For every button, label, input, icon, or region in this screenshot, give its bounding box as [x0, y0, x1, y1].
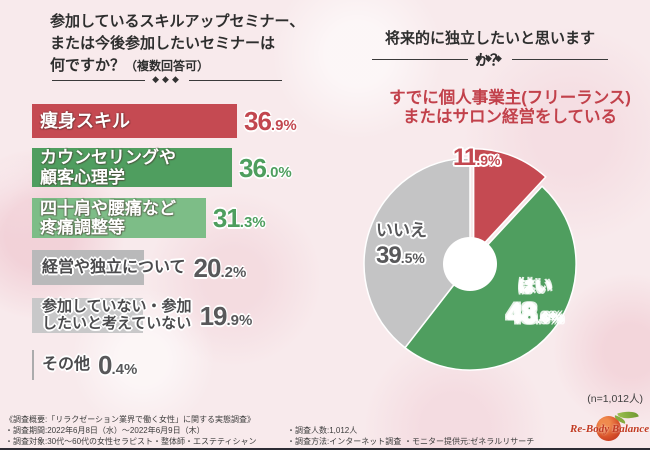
bar-label: 痩身スキル [40, 110, 130, 131]
bar-value: 36.9% [244, 104, 297, 138]
bar-value-text: 0.4% [98, 352, 137, 378]
diamond-ornament-icon: ◆◆◆ [475, 53, 505, 63]
bar-row: 参加していない・参加 したいと考えていない 19.9% [32, 298, 332, 333]
value-fraction: .9% [476, 152, 501, 168]
bar-chart-title: 参加しているスキルアップセミナー、 または今後参加したいセミナーは 何ですか？（… [50, 11, 304, 77]
footer-rule [0, 447, 650, 450]
value-integer: 11 [453, 144, 477, 171]
bar-label-value-group: その他 0.4% [42, 350, 137, 380]
footer-middle-column: ・調査人数:1,012人 ・調査方法:インターネット調査 [287, 425, 401, 447]
divider-line-right [511, 59, 609, 60]
value-integer: 20 [193, 252, 222, 283]
bar-value: 36.0% [239, 148, 292, 187]
value-integer: 36 [239, 152, 267, 183]
left-divider: ◆◆◆ [52, 74, 283, 85]
diamond-ornament-icon: ◆◆◆ [152, 74, 182, 84]
pie-slice-no-group: いいえ 39.5% [376, 216, 427, 268]
bar-value-text: 31.3% [213, 205, 266, 231]
bar-label-value-group: 参加していない・参加 したいと考えていない 19.9% [42, 298, 252, 333]
survey-overview: 《調査概要:「リラクゼーション業界で働く女性」に関する実態調査》 [5, 415, 256, 424]
pie-slice-freelance-label: すでに個人事業主(フリーランス) またはサロン経営をしている [380, 89, 640, 127]
pie-slice-yes-label: はい [518, 277, 552, 296]
value-fraction: .9% [270, 117, 297, 134]
value-fraction: .6% [536, 310, 564, 327]
survey-count: ・調査人数:1,012人 [287, 426, 358, 435]
survey-subjects: ・調査対象:30代～60代の女性セラピスト・整体師・エステティシャン [5, 437, 257, 446]
pie-slice-yes-group: はい 48.6% [490, 272, 580, 329]
bar [32, 148, 232, 187]
survey-monitor-provider: ・モニター提供元:ゼネラルリサーチ [404, 437, 535, 446]
pie-value-yes: 48.6% [490, 300, 580, 329]
bar-value-text: 36.0% [239, 155, 292, 181]
bar-row: 四十肩や腰痛など 疼痛調整等 31.3% [32, 198, 332, 238]
value-fraction: .9% [226, 311, 253, 329]
value-integer: 48 [506, 298, 537, 330]
bar-row: カウンセリングや 顧客心理学 36.0% [32, 148, 332, 187]
bar-label: 経営や独立について [42, 258, 186, 276]
sample-size-note: (n=1,012人) [587, 393, 643, 405]
bar-chart-title-line3: 何ですか？（複数回答可） [50, 55, 304, 77]
value-integer: 39 [376, 242, 402, 269]
pie-slice-freelance-label-line1: すでに個人事業主(フリーランス) [389, 89, 631, 107]
bar-row: 痩身スキル 36.9% [32, 104, 332, 138]
bar-value-text: 36.9% [244, 108, 297, 134]
logo-text: Re-Body Balance [570, 423, 650, 435]
bar-label-value-group: 経営や独立について 20.2% [42, 250, 246, 285]
bar-value-text: 19.9% [200, 303, 253, 329]
survey-method: ・調査方法:インターネット調査 [287, 437, 402, 446]
bar-chart-title-line3-main: 何ですか？ [50, 58, 126, 74]
value-integer: 0 [98, 350, 113, 380]
bar-label: その他 [42, 356, 91, 374]
value-fraction: .5% [400, 250, 425, 266]
bar-value-text: 20.2% [194, 255, 247, 281]
bar-row: その他 0.4% [32, 350, 332, 380]
value-integer: 36 [244, 106, 272, 136]
footer-left-column: 《調査概要:「リラクゼーション業界で働く女性」に関する実態調査》 ・調査期間:2… [5, 414, 257, 447]
value-fraction: .0% [265, 163, 292, 181]
divider-line-left [52, 80, 146, 81]
bar [32, 198, 206, 238]
survey-period: ・調査期間:2022年6月8日（水）～2022年6月9日（木） [5, 426, 205, 435]
bar [32, 298, 143, 333]
right-divider: ◆◆◆ [372, 53, 609, 64]
bar-label: 参加していない・参加 したいと考えていない [42, 297, 192, 332]
value-fraction: .3% [239, 214, 266, 231]
divider-line-left [372, 59, 469, 60]
footer-right-column: ・モニター提供元:ゼネラルリサーチ [404, 436, 534, 447]
value-integer: 19 [199, 300, 228, 331]
rebody-balance-logo: Re-Body Balance [570, 408, 650, 446]
bar [32, 350, 35, 380]
pie-chart-title: 将来的に独立したいと思いますか？ [384, 31, 595, 69]
bar-chart-title-note: （複数回答可） [125, 59, 210, 73]
bar-value: 31.3% [213, 198, 266, 238]
value-fraction: .4% [111, 361, 138, 378]
bar-label: カウンセリングや 顧客心理学 [40, 148, 176, 187]
bar [32, 104, 237, 138]
bar-chart-title-line2: または今後参加したいセミナーは [50, 36, 276, 52]
pie-value-no: 39.5% [376, 244, 427, 268]
divider-line-right [188, 80, 283, 81]
pie-slice-freelance-label-line2: またはサロン経営をしている [402, 108, 617, 126]
value-fraction: .2% [220, 263, 247, 281]
bar-row: 経営や独立について 20.2% [32, 250, 332, 285]
bar-label: 四十肩や腰痛など 疼痛調整等 [40, 198, 176, 237]
bar-chart-title-line1: 参加しているスキルアップセミナー、 [50, 14, 305, 30]
bar [32, 250, 145, 285]
pie-value-freelance: 11.9% [453, 146, 501, 170]
value-integer: 31 [212, 203, 241, 233]
pie-slice-no-label: いいえ [376, 221, 427, 240]
